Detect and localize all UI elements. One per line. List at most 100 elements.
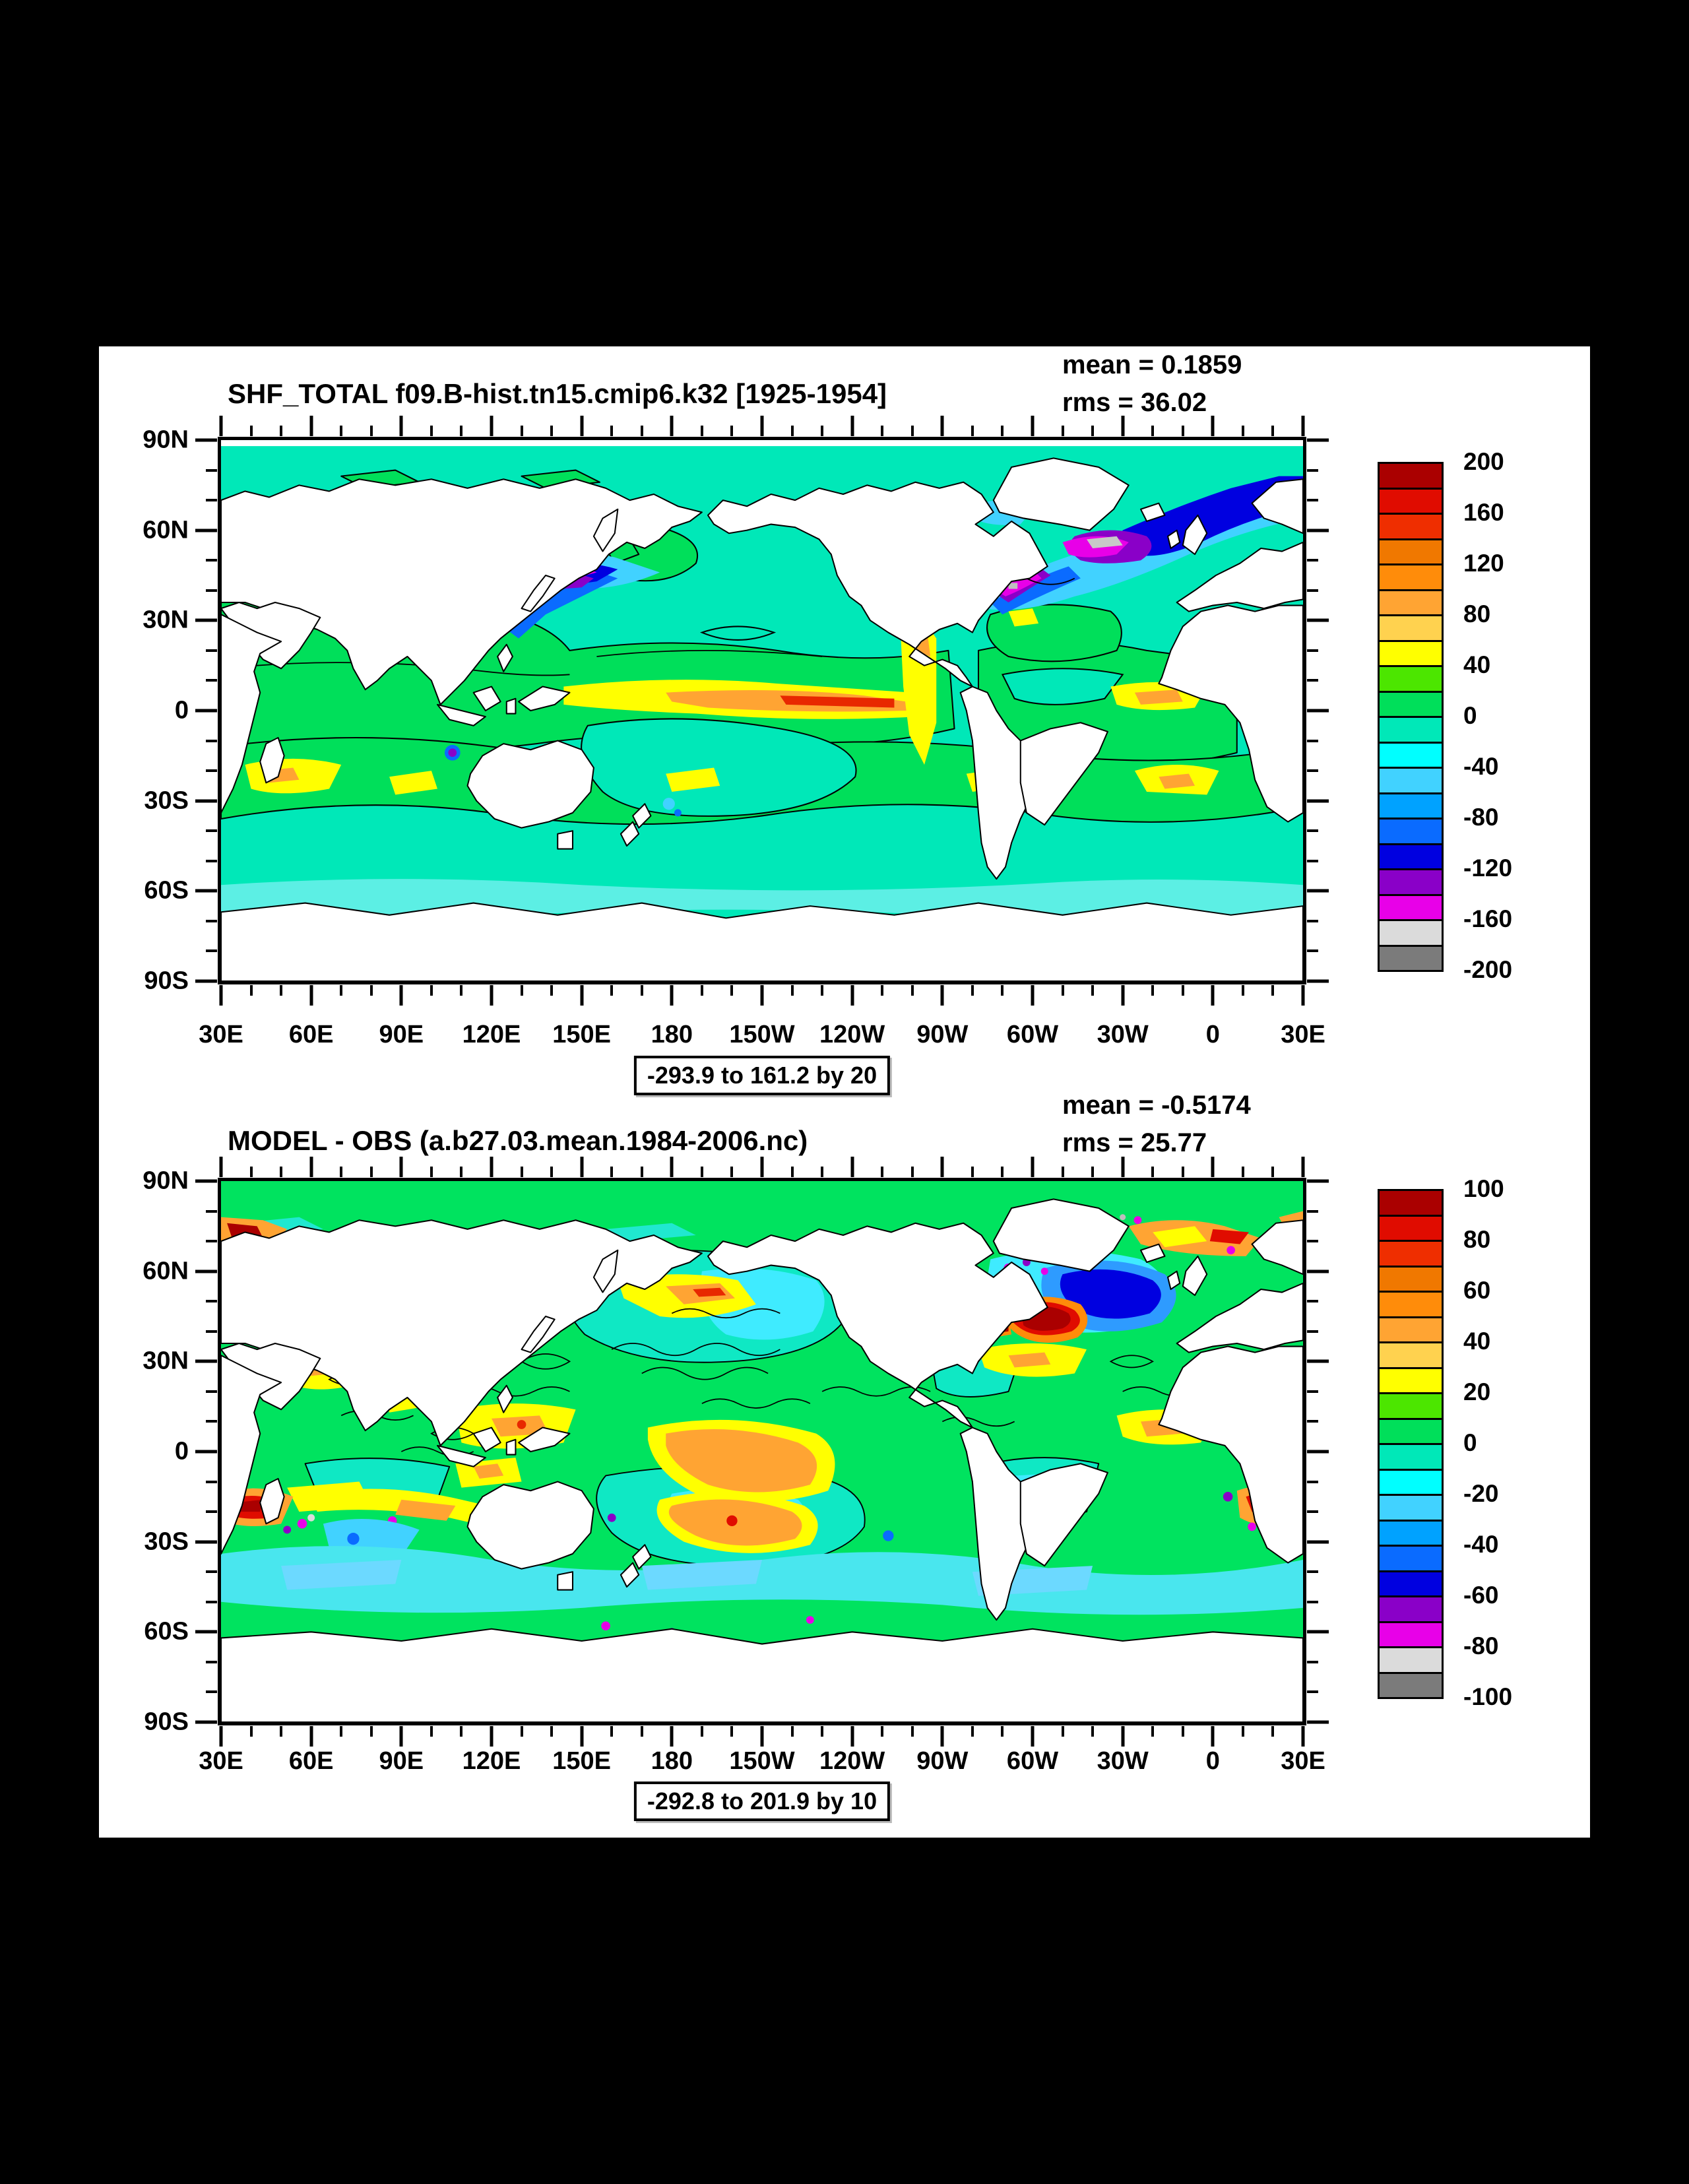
axis-tick — [1307, 1390, 1318, 1393]
x-axis-label: 180 — [651, 1021, 693, 1048]
axis-tick — [670, 416, 674, 436]
axis-tick — [1211, 1726, 1215, 1747]
axis-tick — [1307, 499, 1318, 502]
colorbar-label: 80 — [1463, 1226, 1491, 1253]
axis-tick — [460, 985, 463, 996]
axis-tick — [1031, 985, 1035, 1006]
axis-tick — [1307, 468, 1318, 472]
axis-tick — [1001, 1167, 1004, 1177]
axis-tick — [850, 985, 854, 1006]
axis-tick — [670, 985, 674, 1006]
x-axis-label: 0 — [1205, 1021, 1220, 1048]
axis-tick — [195, 1450, 217, 1454]
colorbar-label: 40 — [1463, 1328, 1491, 1355]
axis-tick — [1307, 889, 1329, 893]
axis-tick — [195, 1179, 217, 1183]
axis-tick — [1061, 985, 1064, 996]
axis-tick — [195, 1359, 217, 1363]
axis-tick — [460, 426, 463, 436]
axis-tick — [195, 618, 217, 622]
bottom-colorbar: 100 80 60 40 20 0 -20 -40 -60 -80 -100 — [1378, 1175, 1512, 1710]
axis-tick — [971, 1726, 974, 1737]
y-axis-label: 90S — [144, 1708, 189, 1736]
axis-tick — [1307, 1480, 1318, 1483]
axis-tick — [206, 679, 217, 682]
axis-tick — [1307, 1240, 1318, 1243]
axis-tick — [206, 1690, 217, 1694]
axis-tick — [206, 739, 217, 742]
axis-tick — [195, 438, 217, 442]
axis-tick — [1211, 985, 1215, 1006]
bottom-map — [218, 1178, 1306, 1725]
bottom-colorbar-labels: 100 80 60 40 20 0 -20 -40 -60 -80 -100 — [1463, 1175, 1562, 1710]
axis-tick — [881, 1726, 884, 1737]
colorbar-label: 0 — [1463, 1429, 1477, 1456]
axis-tick — [610, 426, 614, 436]
y-axis-label: 90N — [143, 1167, 189, 1195]
axis-tick — [640, 1726, 643, 1737]
colorbar-label: -20 — [1463, 1480, 1499, 1507]
axis-tick — [730, 1167, 734, 1177]
axis-tick — [249, 1167, 253, 1177]
axis-tick — [206, 1420, 217, 1423]
colorbar-label: 200 — [1463, 448, 1504, 475]
axis-tick — [490, 416, 494, 436]
axis-tick — [1307, 1540, 1329, 1544]
axis-tick — [309, 1157, 313, 1177]
axis-tick — [280, 1167, 283, 1177]
axis-tick — [1307, 799, 1329, 803]
x-axis-label: 0 — [1205, 1747, 1220, 1775]
axis-tick — [206, 919, 217, 922]
axis-tick — [520, 985, 523, 996]
colorbar-swatch — [1378, 487, 1444, 515]
y-axis-label: 0 — [174, 1437, 189, 1465]
bottom-rms-value: rms = 25.77 — [1062, 1128, 1207, 1157]
axis-tick — [1301, 1726, 1305, 1747]
colorbar-swatch — [1378, 741, 1444, 769]
axis-tick — [1307, 1330, 1318, 1333]
axis-tick — [430, 1726, 433, 1737]
top-map-ylabels: 90N 60N 30N 0 30S 60S 90S — [112, 426, 189, 995]
colorbar-swatch — [1378, 944, 1444, 972]
bottom-map-field — [221, 1181, 1303, 1722]
axis-tick — [1307, 1570, 1318, 1574]
colorbar-swatch — [1378, 792, 1444, 819]
axis-tick — [490, 1157, 494, 1177]
axis-tick — [1307, 739, 1318, 742]
colorbar-swatch — [1378, 1366, 1444, 1394]
axis-tick — [1121, 1157, 1125, 1177]
colorbar-swatch — [1378, 690, 1444, 718]
axis-tick — [1241, 1167, 1244, 1177]
axis-tick — [206, 1660, 217, 1663]
x-axis-label: 60W — [1006, 1021, 1059, 1048]
y-axis-label: 30N — [143, 606, 189, 634]
axis-tick — [340, 985, 343, 996]
axis-tick — [249, 985, 253, 996]
y-axis-label: 60N — [143, 1257, 189, 1285]
colorbar-swatch — [1378, 818, 1444, 845]
axis-tick — [1091, 1167, 1095, 1177]
axis-tick — [1151, 1726, 1155, 1737]
axis-tick — [610, 985, 614, 996]
axis-tick — [1307, 1660, 1318, 1663]
axis-tick — [249, 1726, 253, 1737]
colorbar-swatch — [1378, 1570, 1444, 1597]
axis-tick — [206, 1510, 217, 1514]
axis-tick — [1241, 1726, 1244, 1737]
x-axis-label: 30E — [1281, 1021, 1325, 1048]
axis-tick — [206, 1330, 217, 1333]
axis-tick — [1307, 979, 1329, 983]
axis-tick — [790, 426, 794, 436]
axis-tick — [1061, 1167, 1064, 1177]
top-map-axis-bottom — [219, 985, 1305, 1006]
colorbar-label: 0 — [1463, 702, 1477, 729]
x-axis-label: 90W — [916, 1747, 969, 1775]
axis-tick — [881, 1167, 884, 1177]
colorbar-swatch — [1378, 1392, 1444, 1420]
axis-tick — [971, 426, 974, 436]
axis-tick — [1307, 1300, 1318, 1303]
y-axis-label: 60S — [144, 876, 189, 905]
x-axis-label: 150W — [729, 1747, 795, 1775]
axis-tick — [1091, 426, 1095, 436]
axis-tick — [610, 1167, 614, 1177]
